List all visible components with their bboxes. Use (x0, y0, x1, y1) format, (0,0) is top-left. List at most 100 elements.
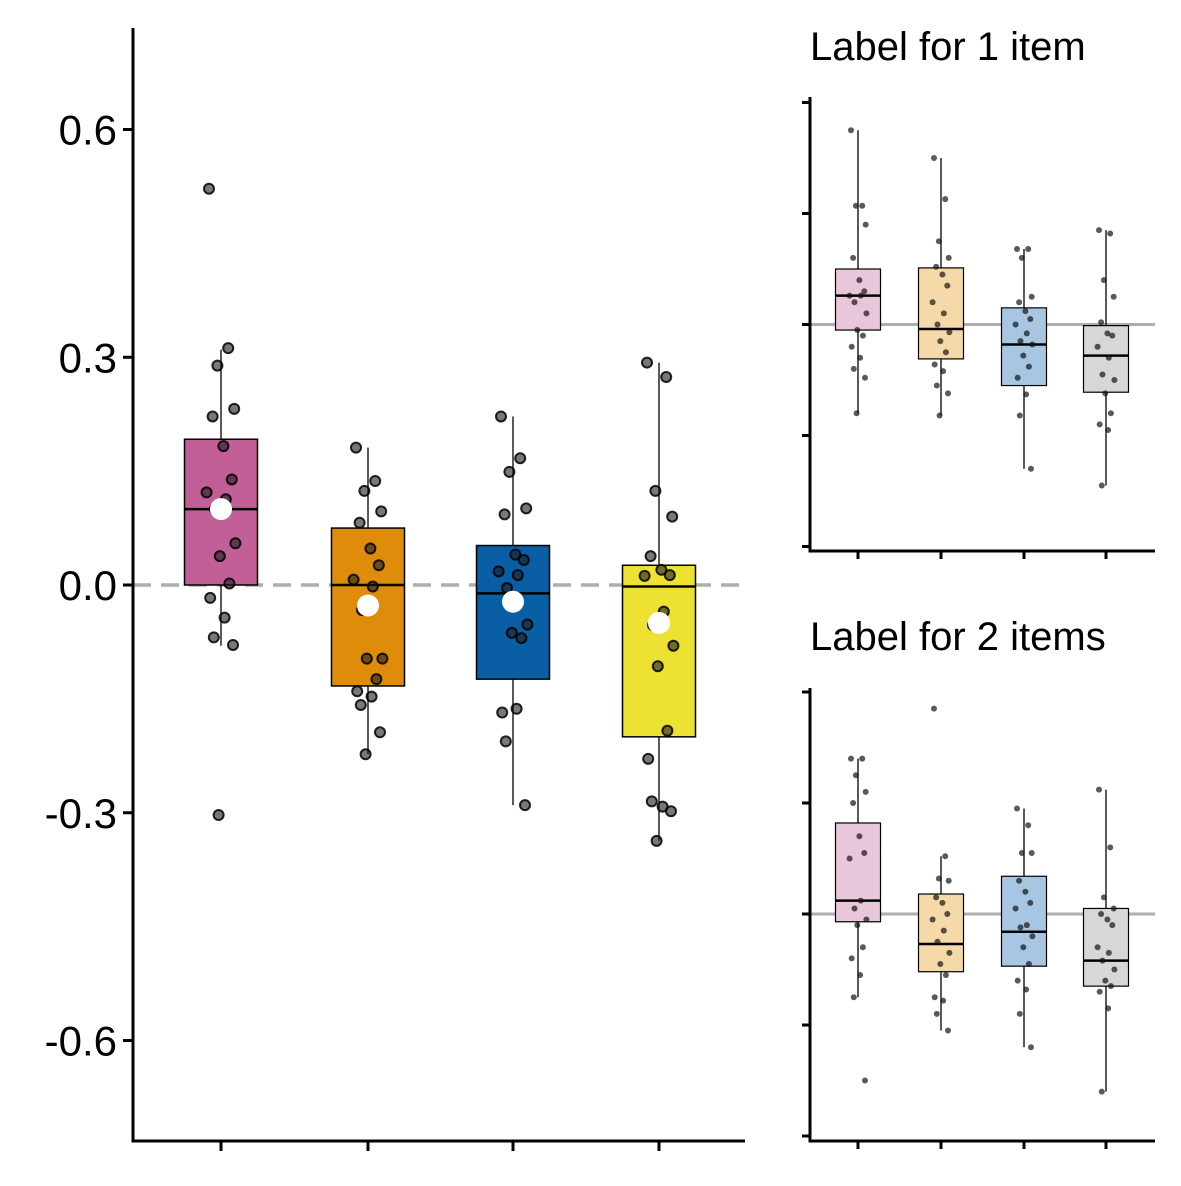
data-point (358, 484, 371, 497)
data-point (939, 271, 946, 278)
data-point (364, 542, 377, 555)
data-point (933, 263, 940, 270)
data-point (944, 282, 951, 289)
data-point (655, 563, 668, 576)
data-point (1098, 482, 1105, 489)
bottom-right-panel: Label for 2 items (802, 615, 1155, 1149)
data-point (939, 899, 946, 906)
data-point (940, 310, 947, 317)
data-point (372, 559, 385, 572)
data-point (374, 726, 386, 739)
data-point (645, 795, 658, 808)
data-point (1096, 786, 1102, 793)
data-point (211, 359, 224, 372)
data-point (931, 994, 938, 1001)
data-point (1027, 899, 1034, 906)
data-point (1096, 227, 1102, 234)
data-point (520, 502, 533, 515)
data-point (931, 155, 937, 161)
data-point (1109, 332, 1116, 339)
data-point (1096, 988, 1103, 995)
data-point (1025, 822, 1032, 829)
data-point (1017, 338, 1024, 345)
data-point (862, 374, 868, 381)
data-point (1012, 905, 1019, 912)
data-point (369, 474, 382, 487)
data-point (347, 573, 360, 586)
data-point (1023, 391, 1030, 398)
data-point (1096, 421, 1103, 428)
data-point (663, 569, 676, 582)
data-point (935, 238, 942, 245)
data-point (1105, 426, 1112, 433)
data-point (1110, 905, 1117, 912)
data-point (1020, 352, 1027, 359)
data-point (1104, 330, 1111, 337)
data-point (1111, 966, 1118, 973)
data-point (212, 809, 225, 822)
data-point (359, 748, 372, 761)
data-point (370, 673, 383, 686)
data-point (944, 911, 951, 917)
data-point (1111, 377, 1118, 383)
data-point (1094, 343, 1101, 350)
data-point (942, 853, 949, 860)
data-point (1109, 922, 1116, 929)
data-point (1016, 412, 1023, 419)
data-point (1110, 293, 1117, 300)
data-point (945, 1027, 951, 1034)
data-point (499, 735, 512, 748)
data-point (1028, 465, 1034, 472)
data-point (854, 327, 861, 334)
data-point (496, 706, 509, 719)
data-point (942, 972, 949, 979)
y-tick-label: -0.3 (45, 790, 117, 837)
data-point (853, 410, 860, 417)
top-right-panel: Label for 1 item (802, 25, 1155, 559)
data-point (218, 611, 231, 624)
data-point (1020, 944, 1027, 951)
data-point (228, 402, 241, 415)
mean-marker-3 (502, 590, 524, 613)
data-point (862, 788, 869, 795)
data-point (509, 548, 522, 561)
data-point (1094, 944, 1101, 951)
data-point (857, 897, 864, 904)
data-point (213, 550, 226, 563)
data-point (203, 182, 215, 195)
data-point (1022, 308, 1029, 315)
data-point (354, 698, 367, 711)
data-point (859, 755, 866, 762)
data-point (511, 569, 524, 582)
data-point (848, 127, 854, 134)
data-point (515, 632, 528, 645)
data-point (859, 944, 866, 951)
y-tick-label: -0.6 (45, 1018, 117, 1065)
data-point (498, 508, 511, 521)
data-point (937, 338, 944, 345)
data-point (1107, 230, 1114, 237)
data-point (1098, 319, 1105, 326)
data-point (222, 342, 235, 355)
data-point (936, 412, 943, 419)
mean-marker-2 (357, 594, 379, 617)
data-point (946, 949, 953, 956)
data-point (1014, 805, 1020, 812)
data-point (353, 516, 366, 529)
data-point (846, 292, 853, 299)
data-point (850, 994, 857, 1001)
y-tick-label: 0.0 (59, 562, 117, 609)
data-point (1014, 977, 1021, 984)
data-point (644, 550, 657, 563)
data-point (852, 202, 859, 209)
data-point (1016, 877, 1023, 884)
data-point (375, 505, 388, 518)
data-point (863, 916, 870, 923)
data-point (1105, 949, 1112, 956)
data-point (1100, 277, 1107, 284)
data-point (937, 960, 944, 967)
data-point (940, 368, 947, 375)
data-point (665, 805, 677, 818)
data-point (225, 473, 238, 486)
mean-marker-1 (210, 498, 232, 521)
